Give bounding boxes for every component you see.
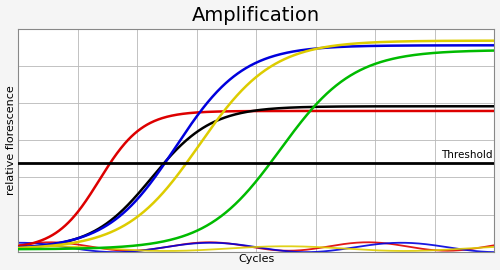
Title: Amplification: Amplification bbox=[192, 6, 320, 25]
Y-axis label: relative florescence: relative florescence bbox=[6, 85, 16, 195]
Text: Threshold: Threshold bbox=[440, 150, 492, 160]
X-axis label: Cycles: Cycles bbox=[238, 254, 274, 264]
